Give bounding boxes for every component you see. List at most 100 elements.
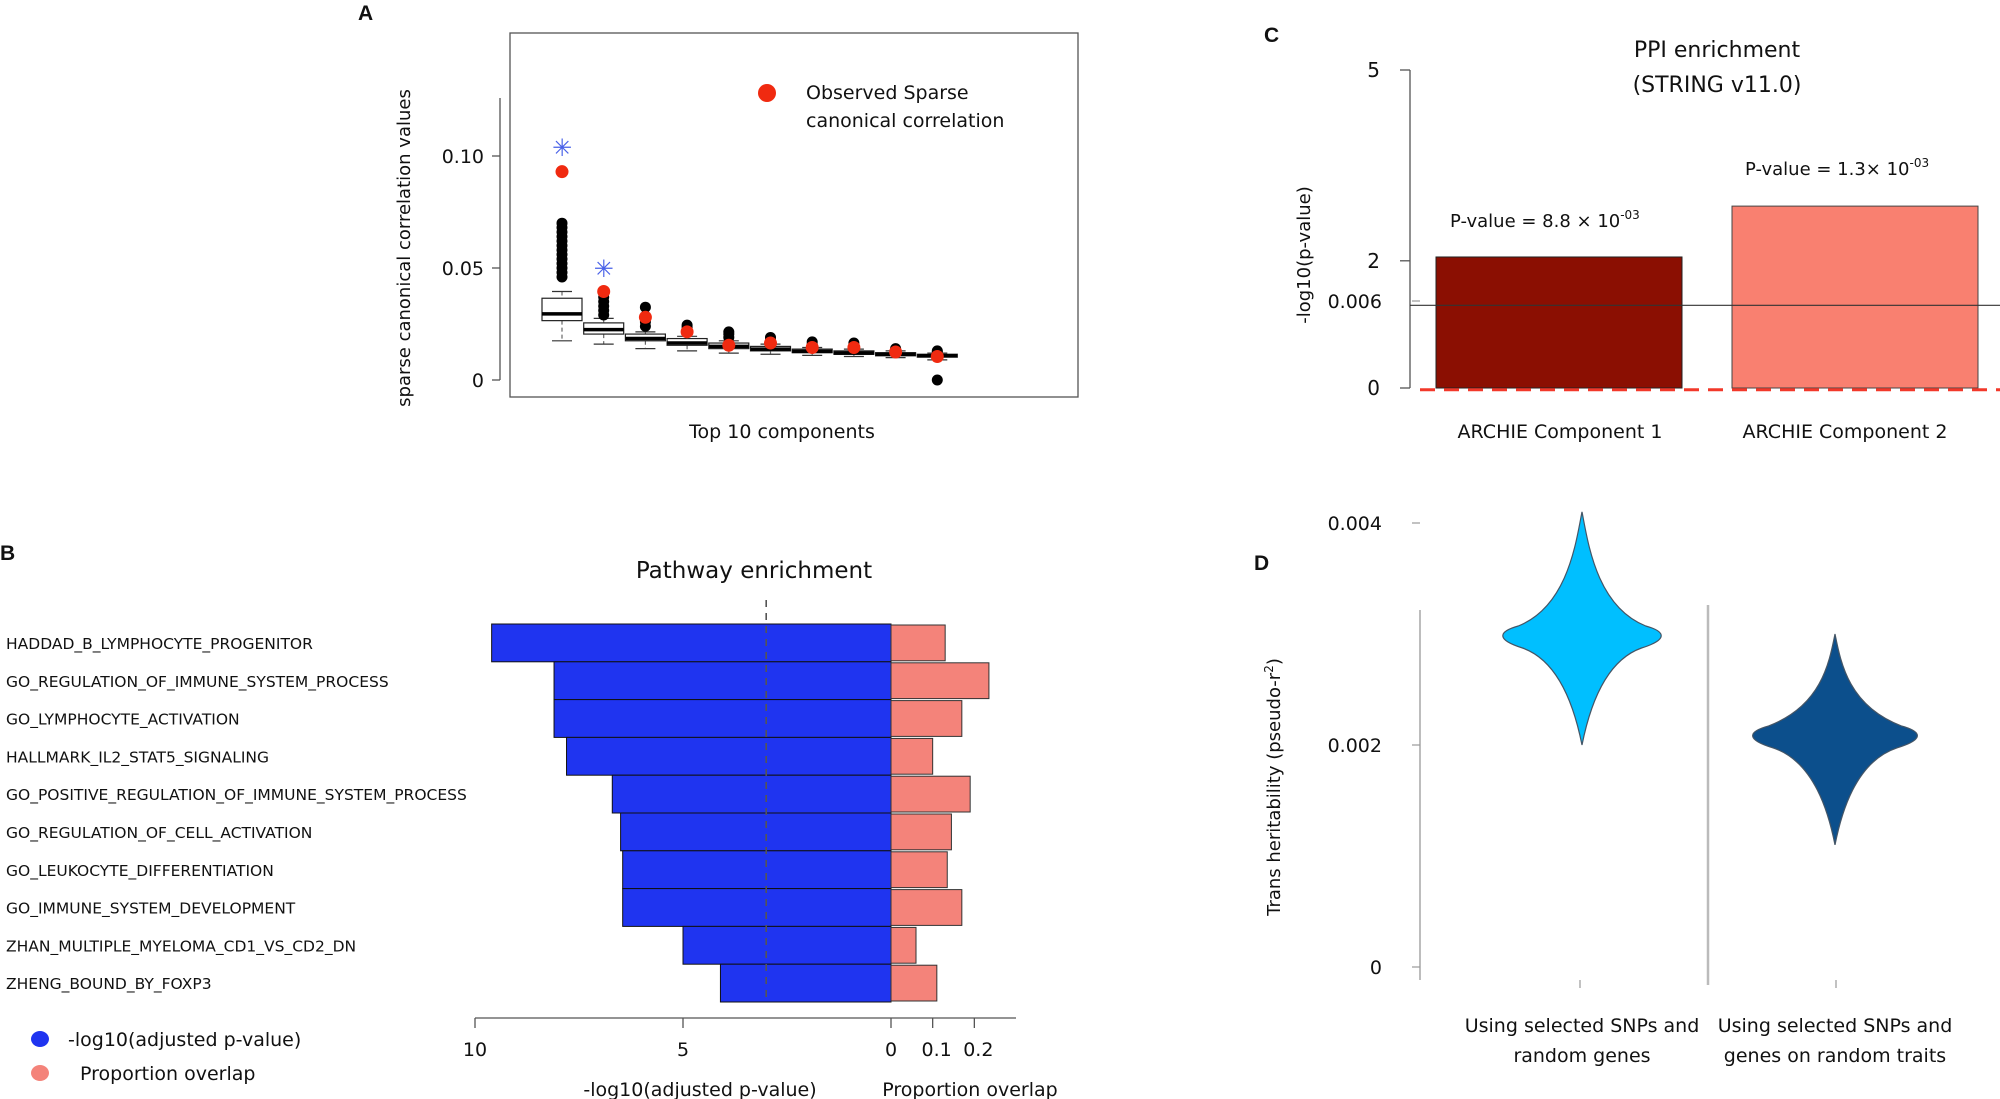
chart-a-outlier <box>723 326 735 338</box>
chart-a-y-ticks: 0 0.05 0.10 <box>442 146 500 392</box>
chart-a-outlier <box>931 374 943 386</box>
chart-a-component-3 <box>624 301 667 350</box>
chart-b-bar-log10 <box>553 699 892 738</box>
chart-b-bar-log10 <box>622 888 892 927</box>
bar-archie-component-2 <box>1731 205 1979 389</box>
chart-b-ticks: 10 5 0 0.1 0.2 <box>463 1018 993 1061</box>
chart-b-title: Pathway enrichment <box>636 558 872 584</box>
panel-letter-a: A <box>358 2 373 25</box>
chart-c-ylabel: -log10(p-value) <box>1294 186 1315 324</box>
chart-d-violin-1 <box>1502 511 1662 746</box>
chart-a-ytick-label: 0.10 <box>442 146 484 168</box>
chart-a-observed-point <box>638 310 652 324</box>
chart-b-bar-overlap <box>890 964 938 1002</box>
chart-b-bar-log10 <box>620 812 892 852</box>
chart-d-group-2-line2: genes on random traits <box>1724 1045 1946 1067</box>
chart-c-title-line1: PPI enrichment <box>1634 38 1801 63</box>
chart-a-component-9 <box>874 343 917 359</box>
chart-b-bar-log10 <box>622 850 892 890</box>
chart-a-box <box>541 297 583 322</box>
chart-a-outlier <box>639 301 651 313</box>
chart-a-component-7 <box>791 336 833 356</box>
chart-b-left-tick-label: 0 <box>885 1039 897 1061</box>
panel-a: A 0 0.05 0.10 sparse canonical correlation… <box>358 2 1079 443</box>
chart-d-group-1-line2: random genes <box>1513 1045 1650 1067</box>
chart-a-xlabel: Top 10 components <box>688 421 875 443</box>
chart-d-y-ticks: 0 0.002 0.004 0.006 <box>1328 291 1420 979</box>
chart-c-ytick-label: 5 <box>1367 58 1380 82</box>
chart-a-observed-point <box>764 336 777 350</box>
chart-b-right-axis-label: Proportion overlap <box>882 1079 1057 1099</box>
chart-a-ytick-label: 0 <box>472 370 484 392</box>
chart-b-bar-log10 <box>611 774 892 814</box>
legend-red-dot <box>758 84 776 102</box>
chart-d-ylabel: Trans heritability (pseudo-r2) <box>1262 658 1285 917</box>
chart-a-component-5 <box>708 326 750 354</box>
chart-d-ytick-label: 0.006 <box>1328 291 1382 313</box>
chart-b-left-axis-label: -log10(adjusted p-value) <box>583 1079 816 1099</box>
chart-a-component-1: ✳ <box>541 134 583 342</box>
chart-c-ytick-label: 0 <box>1367 376 1380 400</box>
chart-b-label: GO_POSITIVE_REGULATION_OF_IMMUNE_SYSTEM_… <box>6 786 467 805</box>
chart-b-label: ZHENG_BOUND_BY_FOXP3 <box>6 975 212 994</box>
chart-a-observed-point <box>597 285 611 299</box>
chart-b-left-tick-label: 5 <box>677 1039 689 1061</box>
chart-c-category-2: ARCHIE Component 2 <box>1743 421 1948 443</box>
chart-a-component-4 <box>666 319 708 352</box>
chart-b-bar-overlap <box>890 700 963 737</box>
chart-b-label: ZHAN_MULTIPLE_MYELOMA_CD1_VS_CD2_DN <box>6 937 356 956</box>
panel-letter-b: B <box>0 542 15 565</box>
legend-salmon-swatch <box>31 1065 49 1081</box>
chart-a-observed-point <box>847 341 861 355</box>
chart-b-bar-overlap <box>890 926 917 964</box>
pvalue-annotation-2: P-value = 1.3× 10-03 <box>1745 156 1929 180</box>
chart-a-star-marker: ✳ <box>594 255 614 283</box>
bar-archie-component-1 <box>1435 256 1683 389</box>
chart-b-bars <box>491 623 990 1003</box>
chart-d-group-2-line1: Using selected SNPs and <box>1718 1015 1953 1037</box>
chart-b-bar-log10 <box>553 661 892 701</box>
chart-b-label: HALLMARK_IL2_STAT5_SIGNALING <box>6 748 269 767</box>
chart-b-label: HADDAD_B_LYMPHOCYTE_PROGENITOR <box>6 635 313 654</box>
legend-blue-label: -log10(adjusted p-value) <box>68 1029 301 1051</box>
chart-d-violin-2 <box>1752 633 1918 846</box>
chart-a-boxes: ✳✳ <box>541 134 958 386</box>
chart-d-ytick-label: 0.004 <box>1328 513 1382 535</box>
legend-observed-line1: Observed Sparse <box>806 82 969 104</box>
chart-d-group-1-line1: Using selected SNPs and <box>1465 1015 1700 1037</box>
chart-b-bar-log10 <box>719 963 892 1003</box>
panel-letter-c: C <box>1264 24 1279 47</box>
chart-a-observed-point <box>889 345 903 359</box>
chart-b-bar-log10 <box>566 736 892 776</box>
chart-a-component-8 <box>833 337 875 358</box>
panel-letter-d: D <box>1254 552 1269 575</box>
chart-b-bar-overlap <box>890 775 971 813</box>
chart-a-observed-point <box>555 165 569 179</box>
chart-b-right-tick-label: 0.2 <box>963 1039 993 1061</box>
chart-b-label: GO_IMMUNE_SYSTEM_DEVELOPMENT <box>6 900 296 919</box>
chart-b-bar-log10 <box>682 925 892 965</box>
chart-a-ytick-label: 0.05 <box>442 258 484 280</box>
chart-a-observed-point <box>722 338 736 352</box>
chart-a-component-10 <box>916 345 958 386</box>
pvalue-annotation-1: P-value = 8.8 × 10-03 <box>1450 208 1640 232</box>
chart-b-label: GO_REGULATION_OF_IMMUNE_SYSTEM_PROCESS <box>6 673 389 692</box>
chart-a-observed-point <box>805 341 819 355</box>
chart-b-bar-overlap <box>890 889 963 926</box>
chart-b-category-labels: HADDAD_B_LYMPHOCYTE_PROGENITOR GO_REGULAT… <box>6 635 467 994</box>
chart-b-bar-overlap <box>890 813 952 851</box>
chart-a-frame <box>509 32 1079 398</box>
chart-a-component-6 <box>749 331 792 355</box>
chart-d-ytick-label: 0 <box>1370 957 1382 979</box>
legend-observed-line2: canonical correlation <box>806 110 1004 132</box>
chart-d-ytick-label: 0.002 <box>1328 735 1382 757</box>
panel-c: C PPI enrichment (STRING v11.0) 0 2 5 -log… <box>1264 24 2000 443</box>
chart-c-y-ticks: 0 2 5 <box>1367 58 1410 400</box>
chart-a-component-2: ✳ <box>583 255 625 345</box>
chart-b-label: GO_LYMPHOCYTE_ACTIVATION <box>6 711 240 730</box>
chart-b-left-tick-label: 10 <box>463 1039 487 1061</box>
chart-c-category-1: ARCHIE Component 1 <box>1458 421 1663 443</box>
chart-a-observed-point <box>930 349 944 363</box>
chart-c-ytick-label: 2 <box>1367 249 1380 273</box>
legend-blue-swatch <box>31 1031 49 1047</box>
